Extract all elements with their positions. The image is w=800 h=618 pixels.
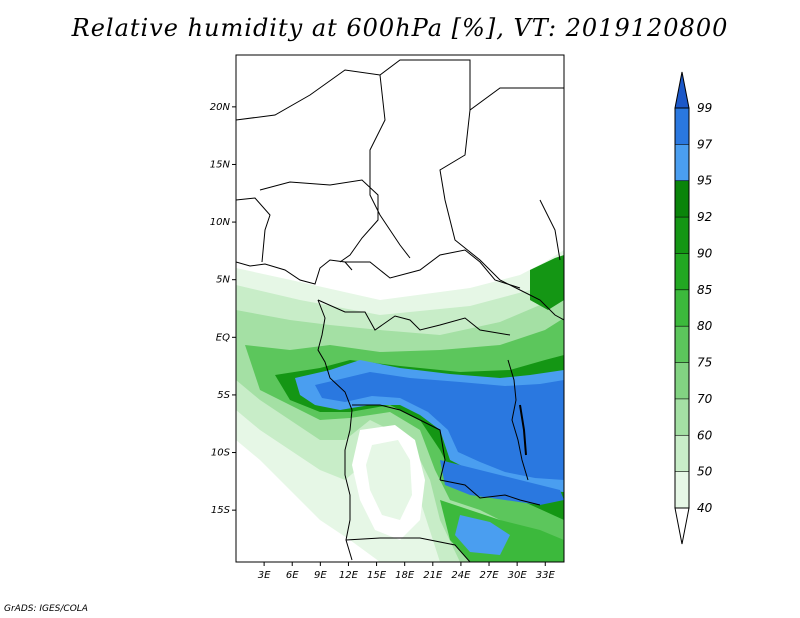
plot-frame [235, 54, 565, 563]
colorbar-segment [675, 362, 689, 399]
colorbar-segment [675, 326, 689, 363]
humidity-zone-99 [315, 372, 564, 480]
colorbar-label: 90 [697, 246, 713, 260]
northern-borders [236, 59, 564, 121]
chad-niger-border [369, 74, 411, 259]
humidity-zone-katanga [440, 460, 564, 505]
lat-tick-label: EQ [216, 332, 230, 343]
central-africa-coast [317, 299, 353, 561]
colorbar-segment [675, 180, 689, 218]
colorbar-segment [675, 435, 689, 472]
lon-tick-label: 24E [451, 570, 471, 581]
colorbar-label: 50 [697, 465, 713, 479]
lat-tick-label: 20N [210, 102, 231, 113]
colorbar-segment [675, 398, 689, 436]
lon-tick-label: 18E [395, 570, 415, 581]
colorbar-label: 97 [697, 137, 713, 151]
west-borders [236, 197, 271, 263]
boundaries [236, 59, 564, 562]
lat-tick-label: 5S [217, 390, 230, 401]
east-africa-borders [519, 289, 564, 321]
angola-south [345, 537, 471, 562]
humidity-field [236, 55, 564, 562]
lake-tanganyika [519, 404, 527, 456]
lat-tick-label: 10S [211, 448, 231, 459]
lon-tick-label: 30E [508, 570, 528, 581]
lon-tick-label: 15E [367, 570, 387, 581]
humidity-zone-dry-inner [366, 440, 412, 520]
colorbar-segment [675, 253, 689, 290]
colorbar-segment [675, 471, 689, 508]
colorbar-label: 95 [697, 174, 712, 188]
lon-axis: 3E 6E 9E 12E 15E 18E 21E 24E 27E 30E 33E [258, 562, 556, 581]
lon-tick-label: 21E [423, 570, 443, 581]
colorbar-segment [675, 144, 689, 181]
lat-tick-label: 10N [210, 217, 231, 228]
colorbar-segment [675, 289, 689, 327]
colorbar-segment [675, 108, 689, 145]
lon-tick-label: 27E [480, 570, 500, 581]
colorbar-label: 99 [697, 101, 712, 115]
lon-tick-label: 12E [339, 570, 359, 581]
colorbar-segment [675, 217, 689, 254]
map-title: Relative humidity at 600hPa [%], VT: 201… [71, 14, 729, 42]
sudan-border [439, 109, 521, 291]
lat-tick-label: 15N [210, 159, 231, 170]
lon-tick-label: 6E [286, 570, 299, 581]
lon-tick-label: 33E [536, 570, 556, 581]
colorbar-min-arrow [674, 507, 690, 545]
colorbar-label: 80 [697, 319, 713, 333]
colorbar: 40 50 60 70 75 80 85 90 92 95 97 99 [674, 71, 713, 545]
lat-axis: 20N 15N 10N 5N EQ 5S 10S 15S [210, 102, 236, 516]
grads-credit: GrADS: IGES/COLA [4, 604, 88, 614]
zambia-border [439, 479, 541, 506]
colorbar-label: 60 [697, 428, 713, 442]
humidity-zone-south-core [455, 515, 510, 555]
west-africa-coast [236, 259, 353, 285]
lat-tick-label: 5N [216, 275, 230, 286]
nigeria-border [259, 179, 379, 263]
colorbar-label: 40 [697, 501, 713, 515]
humidity-zone-east-highlands [530, 255, 564, 310]
lon-tick-label: 9E [314, 570, 327, 581]
colorbar-label: 75 [697, 356, 712, 370]
lat-tick-label: 15S [211, 505, 231, 516]
lon-tick-label: 3E [258, 570, 271, 581]
colorbar-max-arrow [674, 71, 690, 109]
colorbar-label: 85 [697, 283, 712, 297]
drc-west [352, 404, 446, 481]
congo-borders [317, 299, 511, 336]
ethiopia-border [539, 199, 561, 261]
colorbar-label: 70 [697, 392, 713, 406]
car-border [345, 249, 521, 289]
great-lakes [507, 359, 529, 481]
colorbar-label: 92 [697, 210, 712, 224]
